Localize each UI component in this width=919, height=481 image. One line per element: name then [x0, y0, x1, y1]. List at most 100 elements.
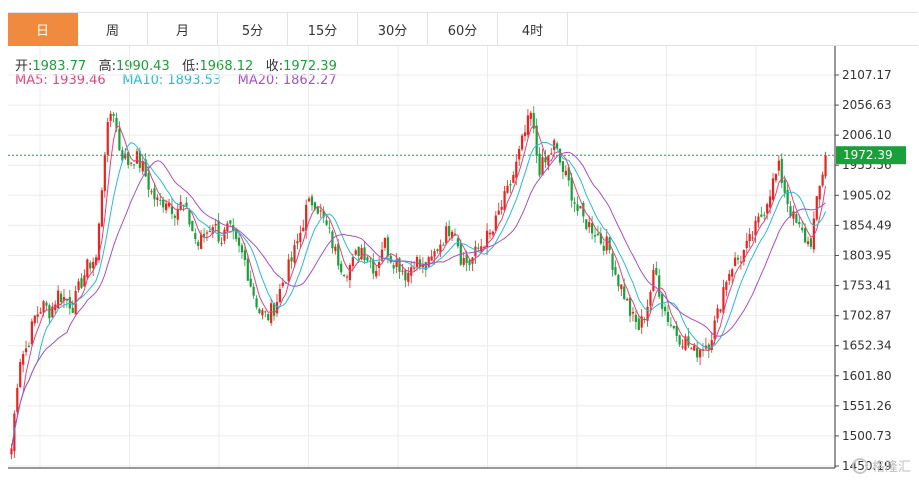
candle-body [173, 215, 176, 218]
candle-body [792, 211, 795, 219]
candle-body [497, 210, 500, 215]
candle-body [812, 218, 815, 250]
candle-body [290, 257, 293, 262]
candle-body [626, 298, 629, 301]
candle-body [424, 261, 427, 270]
low-value: 1968.12 [199, 59, 254, 74]
candle-body [719, 309, 722, 312]
candle-body [188, 209, 191, 225]
candle-body [550, 153, 553, 155]
candle-body [561, 161, 565, 172]
candlestick-chart[interactable]: 2107.172056.632006.101955.561905.021854.… [0, 46, 919, 481]
candle-body [170, 206, 174, 214]
candle-body [340, 263, 343, 273]
candle-body [176, 209, 179, 220]
candle-body [115, 117, 118, 129]
y-tick-label: 1652.34 [842, 339, 892, 353]
candle-body [278, 289, 282, 303]
candle-body [129, 162, 133, 164]
candle-body [185, 202, 188, 207]
candle-body [628, 297, 632, 316]
candle-body [83, 275, 86, 287]
candle-body [722, 287, 725, 313]
candle-body [427, 257, 430, 267]
y-tick-label: 2056.63 [842, 98, 892, 112]
candle-body [786, 189, 789, 205]
candle-body [760, 214, 763, 217]
candle-body [798, 222, 801, 225]
candle-body [51, 306, 54, 318]
y-tick-label: 1905.02 [842, 188, 892, 202]
tab-2[interactable]: 月 [148, 13, 218, 46]
high-label: 高: [98, 59, 116, 74]
candle-body [138, 151, 141, 168]
y-tick-label: 1702.87 [842, 309, 892, 323]
candle-body [614, 266, 617, 275]
y-tick-label: 1753.41 [842, 279, 892, 293]
candle-body [774, 174, 778, 181]
tab-1[interactable]: 周 [78, 13, 148, 46]
tab-6[interactable]: 60分 [428, 13, 498, 46]
candle-body [348, 265, 352, 281]
candle-body [153, 188, 156, 200]
candle-body [512, 174, 515, 183]
candle-body [150, 191, 153, 193]
candle-body [777, 160, 780, 171]
candle-body [690, 348, 693, 350]
tab-5[interactable]: 30分 [358, 13, 428, 46]
candle-body [94, 257, 98, 265]
candle-body [611, 253, 614, 270]
open-label: 开: [15, 59, 33, 74]
candle-body [144, 159, 147, 177]
candle-body [179, 202, 182, 210]
candle-body [270, 303, 273, 323]
candle-body [795, 214, 798, 223]
candle-body [232, 225, 235, 232]
candle-body [258, 309, 261, 314]
ma5-value: 1939.46 [51, 73, 106, 88]
candle-body [698, 349, 702, 358]
candle-body [243, 250, 246, 261]
tab-4[interactable]: 15分 [288, 13, 358, 46]
candle-body [725, 281, 728, 290]
candle-body [240, 245, 244, 253]
candle-body [372, 259, 375, 274]
candle-body [605, 236, 608, 251]
candle-body [696, 347, 699, 358]
candle-body [360, 247, 363, 260]
candle-body [585, 219, 588, 230]
candle-body [223, 229, 226, 241]
candle-body [159, 199, 162, 201]
candle-body [345, 276, 349, 278]
candle-body [515, 161, 518, 178]
candle-body [407, 272, 410, 282]
candle-body [675, 325, 678, 336]
candle-body [325, 220, 328, 225]
candle-body [780, 158, 783, 184]
ma20-line [11, 151, 826, 449]
candle-body [591, 223, 594, 234]
candle-body [313, 202, 317, 210]
candle-body [100, 190, 104, 227]
candle-body [281, 282, 284, 287]
candle-body [599, 233, 602, 244]
candle-body [45, 302, 48, 306]
y-tick-label: 1854.49 [842, 218, 892, 232]
candle-body [205, 232, 209, 234]
candle-body [681, 346, 684, 348]
candle-body [16, 387, 19, 412]
candle-body [754, 220, 757, 236]
ma10-line [11, 141, 826, 449]
candle-body [450, 231, 454, 238]
candle-body [287, 259, 290, 282]
candle-body [768, 196, 772, 208]
ma10-value: 1893.53 [167, 73, 222, 88]
y-tick-label: 1551.26 [842, 399, 892, 413]
candle-body [48, 305, 51, 319]
candle-body [57, 290, 60, 309]
candle-body [494, 215, 497, 231]
candle-body [596, 233, 600, 236]
tab-0[interactable]: 日 [8, 13, 78, 46]
tab-7[interactable]: 4时 [498, 13, 568, 46]
tab-3[interactable]: 5分 [218, 13, 288, 46]
